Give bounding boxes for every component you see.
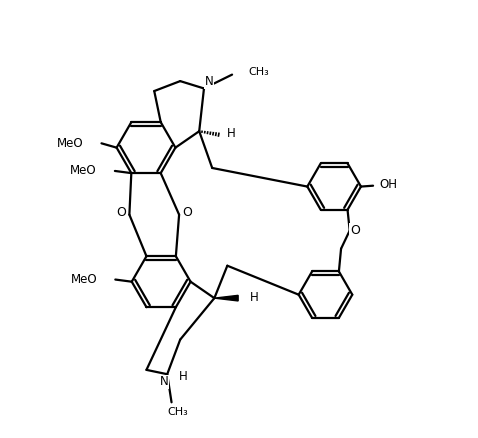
Text: MeO: MeO (71, 273, 97, 286)
Polygon shape (214, 295, 238, 301)
Text: N: N (159, 375, 168, 389)
Text: OH: OH (379, 178, 397, 191)
Text: O: O (350, 224, 360, 237)
Text: H: H (250, 291, 259, 304)
Text: H: H (179, 370, 188, 383)
Text: O: O (117, 206, 127, 219)
Text: O: O (182, 206, 192, 219)
Text: CH₃: CH₃ (249, 67, 269, 78)
Text: CH₃: CH₃ (168, 407, 188, 417)
Text: MeO: MeO (57, 137, 83, 150)
Text: N: N (205, 74, 214, 88)
Text: H: H (228, 127, 236, 140)
Text: MeO: MeO (70, 164, 97, 177)
